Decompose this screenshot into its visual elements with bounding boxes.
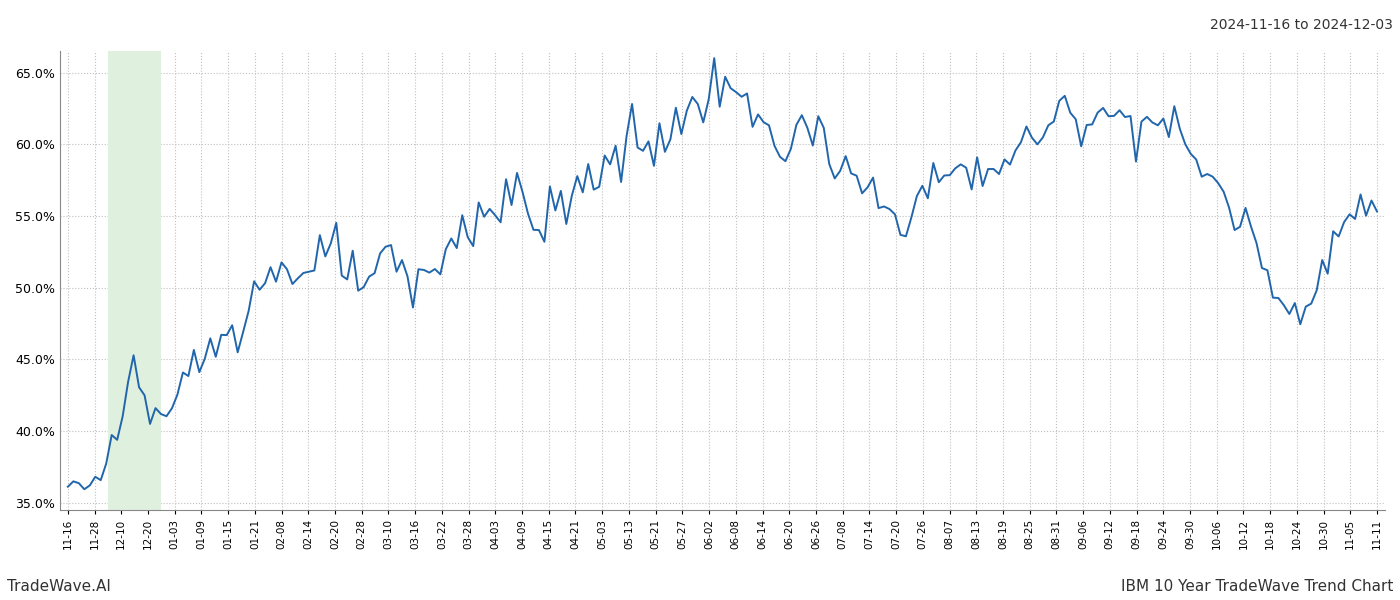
Bar: [108, 51, 161, 510]
Text: TradeWave.AI: TradeWave.AI: [7, 579, 111, 594]
Text: IBM 10 Year TradeWave Trend Chart: IBM 10 Year TradeWave Trend Chart: [1120, 579, 1393, 594]
Text: 2024-11-16 to 2024-12-03: 2024-11-16 to 2024-12-03: [1210, 18, 1393, 32]
